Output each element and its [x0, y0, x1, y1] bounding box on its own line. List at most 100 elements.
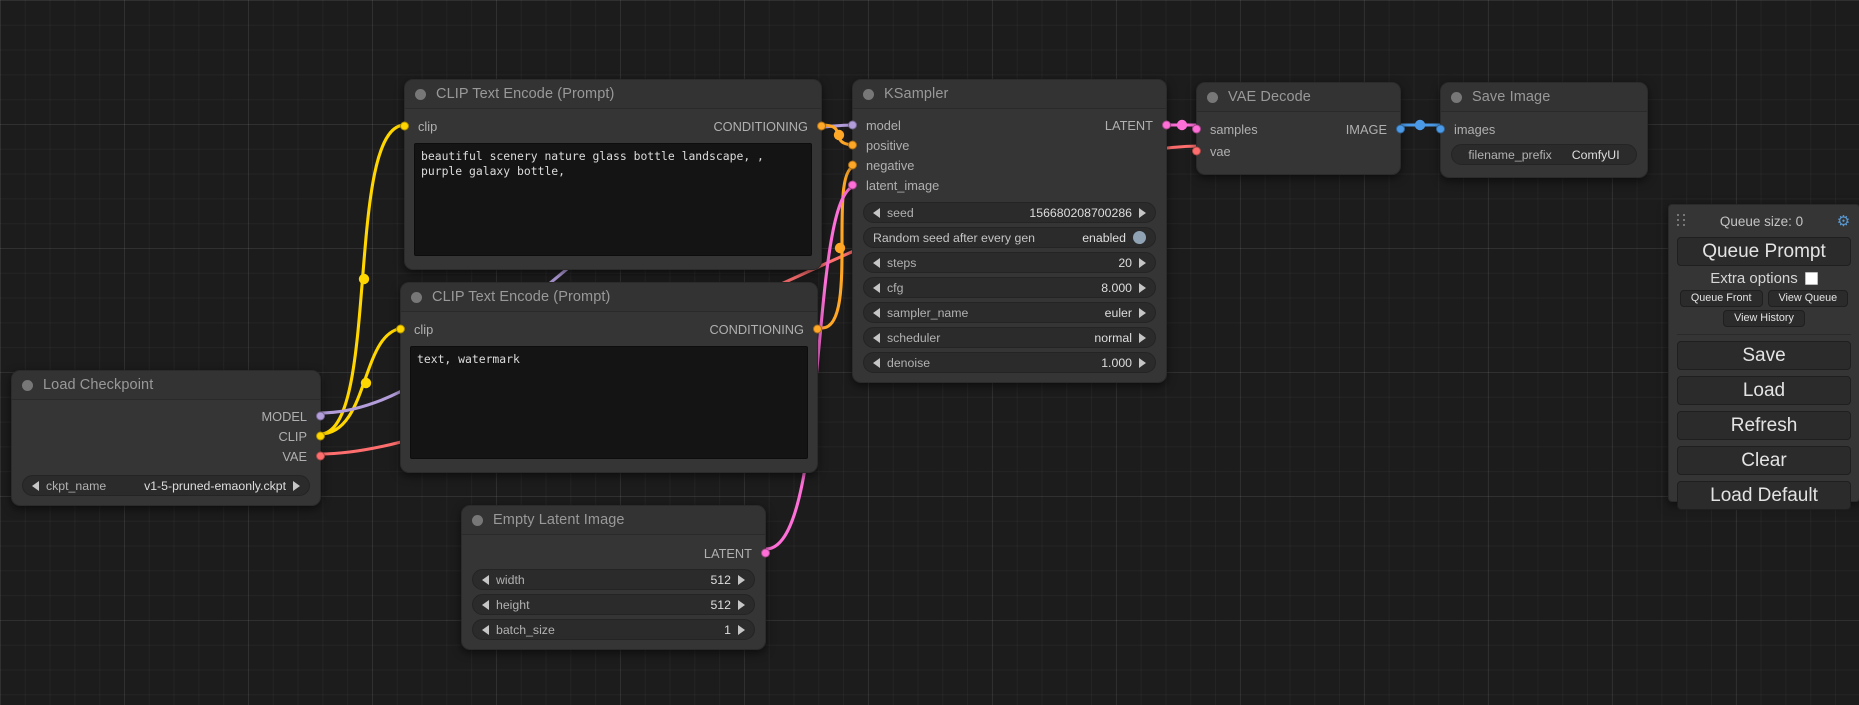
input-slot-images[interactable]: images: [1436, 118, 1647, 140]
widget-seed[interactable]: seed 156680208700286: [863, 202, 1156, 223]
widget-scheduler[interactable]: scheduler normal: [863, 327, 1156, 348]
widget-value[interactable]: ComfyUI: [1571, 147, 1620, 162]
node-collapse-icon[interactable]: [863, 88, 874, 100]
decrement-arrow-icon[interactable]: [873, 357, 880, 368]
port-conditioning-output[interactable]: [813, 324, 822, 334]
node-title-bar[interactable]: Empty Latent Image: [462, 506, 765, 535]
widget-value[interactable]: 1: [724, 622, 731, 637]
widget-cfg[interactable]: cfg 8.000: [863, 277, 1156, 298]
node-clip-text-encode-negative[interactable]: CLIP Text Encode (Prompt) clip CONDITION…: [396, 282, 822, 473]
output-slot-model[interactable]: MODEL: [12, 406, 325, 426]
widget-denoise[interactable]: denoise 1.000: [863, 352, 1156, 373]
slot-row-clip-conditioning[interactable]: clip CONDITIONING: [396, 318, 822, 340]
load-button[interactable]: Load: [1677, 376, 1851, 405]
widget-value[interactable]: 1.000: [1101, 355, 1132, 370]
node-title-bar[interactable]: Save Image: [1441, 83, 1647, 112]
node-collapse-icon[interactable]: [1207, 91, 1218, 103]
widget-value[interactable]: v1-5-pruned-emaonly.ckpt: [144, 478, 286, 493]
view-history-button[interactable]: View History: [1723, 310, 1805, 327]
port-latent-output[interactable]: [1162, 120, 1171, 130]
port-model[interactable]: [316, 411, 325, 421]
port-image-output[interactable]: [1396, 124, 1405, 134]
widget-random-seed-toggle[interactable]: Random seed after every gen enabled: [863, 227, 1156, 248]
load-default-button[interactable]: Load Default: [1677, 481, 1851, 510]
input-slot-vae[interactable]: vae: [1192, 140, 1400, 162]
port-latent-output[interactable]: [761, 548, 770, 558]
drag-handle-icon[interactable]: [1677, 214, 1687, 228]
clear-button[interactable]: Clear: [1677, 446, 1851, 475]
increment-arrow-icon[interactable]: [738, 624, 745, 635]
extra-options-row[interactable]: Extra options: [1677, 270, 1851, 287]
input-slot-latent-image[interactable]: latent_image: [848, 175, 1166, 195]
view-queue-button[interactable]: View Queue: [1767, 290, 1849, 307]
queue-prompt-button[interactable]: Queue Prompt: [1677, 237, 1851, 266]
widget-value[interactable]: euler: [1104, 305, 1132, 320]
node-clip-text-encode-positive[interactable]: CLIP Text Encode (Prompt) clip CONDITION…: [400, 79, 826, 270]
decrement-arrow-icon[interactable]: [873, 282, 880, 293]
widget-value[interactable]: 512: [710, 597, 731, 612]
node-collapse-icon[interactable]: [22, 379, 33, 391]
decrement-arrow-icon[interactable]: [873, 257, 880, 268]
widget-value[interactable]: 512: [710, 572, 731, 587]
increment-arrow-icon[interactable]: [1139, 207, 1146, 218]
widget-sampler-name[interactable]: sampler_name euler: [863, 302, 1156, 323]
port-conditioning-output[interactable]: [817, 121, 826, 131]
widget-value[interactable]: enabled: [1082, 230, 1126, 245]
refresh-button[interactable]: Refresh: [1677, 411, 1851, 440]
port-vae[interactable]: [316, 451, 325, 461]
slot-row-samples-image[interactable]: samples IMAGE: [1192, 118, 1405, 140]
toggle-knob-icon[interactable]: [1133, 231, 1146, 244]
increment-arrow-icon[interactable]: [738, 599, 745, 610]
node-save-image[interactable]: Save Image images filename_prefix ComfyU…: [1436, 82, 1648, 178]
widget-steps[interactable]: steps 20: [863, 252, 1156, 273]
port-negative-input[interactable]: [848, 160, 857, 170]
node-collapse-icon[interactable]: [1451, 91, 1462, 103]
port-images-input[interactable]: [1436, 124, 1445, 134]
increment-arrow-icon[interactable]: [293, 480, 300, 491]
decrement-arrow-icon[interactable]: [32, 480, 39, 491]
output-slot-clip[interactable]: CLIP: [12, 426, 325, 446]
port-model-input[interactable]: [848, 120, 857, 130]
port-clip-input[interactable]: [396, 324, 405, 334]
input-slot-positive[interactable]: positive: [848, 135, 1166, 155]
widget-value[interactable]: normal: [1094, 330, 1132, 345]
widget-height[interactable]: height 512: [472, 594, 755, 615]
decrement-arrow-icon[interactable]: [873, 207, 880, 218]
gear-icon[interactable]: ⚙: [1836, 212, 1851, 230]
widget-width[interactable]: width 512: [472, 569, 755, 590]
increment-arrow-icon[interactable]: [1139, 307, 1146, 318]
prompt-textarea-positive[interactable]: beautiful scenery nature glass bottle la…: [414, 143, 812, 256]
widget-value[interactable]: 20: [1118, 255, 1132, 270]
node-vae-decode[interactable]: VAE Decode samples IMAGE vae: [1192, 82, 1405, 175]
increment-arrow-icon[interactable]: [1139, 332, 1146, 343]
port-clip[interactable]: [316, 431, 325, 441]
queue-front-button[interactable]: Queue Front: [1679, 290, 1763, 307]
port-vae-input[interactable]: [1192, 146, 1201, 156]
widget-filename-prefix[interactable]: filename_prefix ComfyUI: [1451, 144, 1637, 165]
node-empty-latent-image[interactable]: Empty Latent Image LATENT width 512 heig…: [461, 505, 770, 650]
queue-menu-panel[interactable]: Queue size: 0 ⚙ Queue Prompt Extra optio…: [1668, 204, 1859, 510]
node-title-bar[interactable]: KSampler: [853, 80, 1166, 109]
port-samples-input[interactable]: [1192, 124, 1201, 134]
node-title-bar[interactable]: CLIP Text Encode (Prompt): [401, 283, 817, 312]
widget-value[interactable]: 156680208700286: [1029, 205, 1132, 220]
port-clip-input[interactable]: [400, 121, 409, 131]
node-collapse-icon[interactable]: [472, 514, 483, 526]
output-slot-vae[interactable]: VAE: [12, 446, 325, 466]
prompt-textarea-negative[interactable]: text, watermark: [410, 346, 808, 459]
input-slot-negative[interactable]: negative: [848, 155, 1166, 175]
queue-panel-header[interactable]: Queue size: 0 ⚙: [1677, 211, 1851, 231]
increment-arrow-icon[interactable]: [1139, 357, 1146, 368]
node-title-bar[interactable]: CLIP Text Encode (Prompt): [405, 80, 821, 109]
decrement-arrow-icon[interactable]: [873, 307, 880, 318]
port-latent-image-input[interactable]: [848, 180, 857, 190]
extra-options-checkbox[interactable]: [1804, 272, 1818, 285]
node-title-bar[interactable]: Load Checkpoint: [12, 371, 320, 400]
slot-row-clip-conditioning[interactable]: clip CONDITIONING: [400, 115, 826, 137]
widget-value[interactable]: 8.000: [1101, 280, 1132, 295]
node-collapse-icon[interactable]: [415, 88, 426, 100]
node-ksampler[interactable]: KSampler model LATENT positive negative …: [848, 79, 1171, 383]
port-positive-input[interactable]: [848, 140, 857, 150]
output-slot-latent[interactable]: LATENT: [462, 541, 770, 565]
